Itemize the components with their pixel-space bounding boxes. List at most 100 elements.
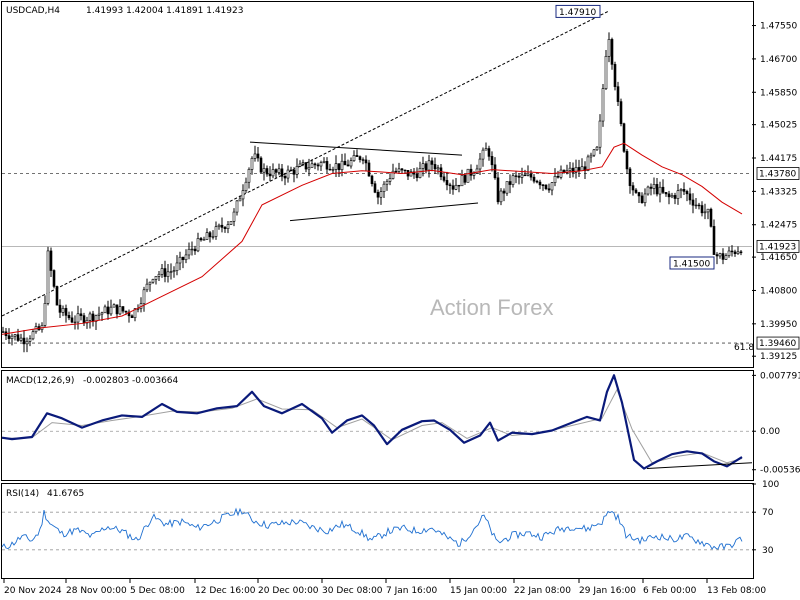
- candle-body: [358, 156, 362, 160]
- candle-body: [52, 270, 56, 287]
- candle-body: [697, 204, 701, 207]
- candle-body: [103, 306, 107, 314]
- low-annotation-label-text: 1.41500: [673, 259, 710, 269]
- trendline-0[interactable]: [1, 10, 609, 317]
- candle-body: [244, 181, 248, 191]
- level-price-text: 1.43780: [759, 170, 796, 180]
- candle-body: [172, 270, 176, 272]
- level-price-text: 1.39460: [759, 339, 796, 349]
- x-tick-label: 13 Feb 08:00: [707, 586, 766, 596]
- candle-body: [49, 250, 53, 271]
- candle-body: [334, 163, 338, 170]
- rsi-tick-label: 100: [762, 480, 779, 490]
- candle-body: [64, 308, 68, 316]
- candle-body: [181, 256, 185, 261]
- candle-body: [604, 55, 608, 89]
- candle-body: [673, 195, 677, 199]
- x-tick-label: 20 Dec 00:00: [258, 586, 319, 596]
- candle-body: [502, 190, 506, 194]
- candle-body: [679, 189, 683, 192]
- candle-body: [28, 338, 32, 342]
- candle-body: [628, 168, 632, 186]
- candle-body: [403, 169, 407, 172]
- candle-body: [331, 169, 335, 171]
- high-annotation-label-box: [555, 4, 601, 18]
- candle-body: [391, 170, 395, 179]
- candle-body: [490, 156, 494, 166]
- candle-body: [229, 220, 233, 225]
- rsi-tick-label: 70: [762, 508, 774, 518]
- candle-body: [520, 174, 524, 178]
- candle-body: [511, 175, 515, 185]
- candle-body: [409, 171, 413, 177]
- candle-body: [493, 164, 497, 179]
- candle-body: [196, 238, 200, 252]
- candle-body: [601, 88, 605, 122]
- candle-body: [445, 180, 449, 186]
- candle-body: [631, 185, 635, 191]
- candle-body: [55, 286, 59, 306]
- candle-body: [328, 168, 332, 171]
- candle-body: [82, 315, 86, 324]
- candle-body: [637, 192, 641, 197]
- y-tick-label: 1.41650: [760, 253, 797, 263]
- candle-body: [175, 262, 179, 271]
- candle-body: [88, 313, 92, 321]
- candle-body: [184, 254, 188, 261]
- candle-body: [388, 178, 392, 182]
- candle-body: [322, 161, 326, 163]
- macd-support-trendline[interactable]: [646, 462, 753, 470]
- x-tick-label: 12 Dec 16:00: [195, 586, 256, 596]
- candle-body: [421, 163, 425, 169]
- candle-body: [364, 159, 368, 164]
- candle-body: [568, 167, 572, 171]
- candle-body: [721, 253, 725, 260]
- candle-body: [325, 161, 329, 170]
- candle-body: [538, 181, 542, 186]
- candle-body: [670, 195, 674, 198]
- candle-body: [700, 205, 704, 214]
- candle-body: [241, 190, 245, 200]
- y-tick-label: 1.42475: [760, 221, 797, 231]
- candle-body: [70, 317, 74, 323]
- candle-body: [727, 250, 731, 256]
- candle-body: [616, 86, 620, 102]
- candle-body: [22, 337, 26, 345]
- high-annotation-label-text: 1.47910: [559, 8, 596, 18]
- candle-body: [442, 176, 446, 181]
- trendline-2[interactable]: [289, 202, 479, 222]
- candle-body: [337, 163, 341, 171]
- candle-body: [46, 250, 50, 304]
- candle-body: [652, 184, 656, 189]
- candle-body: [385, 181, 389, 185]
- macd-panel-frame: [1, 370, 754, 481]
- candle-body: [214, 226, 218, 237]
- y-tick-label: 1.44175: [760, 154, 797, 164]
- candle-body: [664, 192, 668, 195]
- candle-body: [319, 162, 323, 167]
- candle-body: [376, 191, 380, 198]
- candle-body: [157, 273, 161, 277]
- candle-body: [307, 167, 311, 170]
- candle-body: [487, 148, 491, 157]
- candle-body: [646, 186, 650, 195]
- candle-body: [145, 283, 149, 291]
- candle-body: [31, 331, 35, 340]
- candle-body: [517, 175, 521, 178]
- symbol-label: USDCAD,H4: [6, 6, 60, 16]
- level-price-tag: [756, 336, 800, 350]
- level-price-tag: [756, 167, 800, 180]
- candle-body: [466, 168, 470, 183]
- candle-body: [598, 120, 602, 148]
- candle-body: [199, 238, 203, 241]
- candle-body: [715, 254, 719, 257]
- trendline-1[interactable]: [249, 141, 463, 156]
- macd-tick-label: 0.007791: [760, 371, 800, 381]
- candle-body: [481, 149, 485, 160]
- candle-body: [667, 193, 671, 198]
- candle-body: [121, 306, 125, 312]
- candle-body: [610, 39, 614, 65]
- candle-body: [415, 173, 419, 178]
